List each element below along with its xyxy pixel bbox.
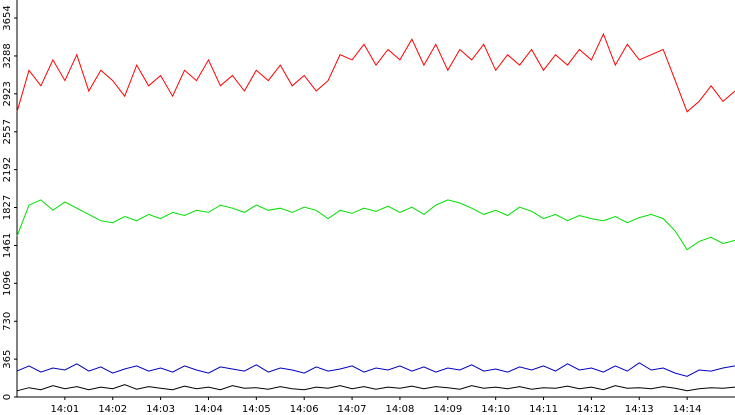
x-tick-label: 14:04: [194, 404, 223, 415]
series-line: [16, 362, 735, 377]
y-tick-label: 3654: [2, 5, 13, 30]
y-tick-label: 0: [2, 394, 13, 400]
x-tick-label: 14:09: [433, 404, 462, 415]
x-tick-label: 14:13: [625, 404, 654, 415]
x-tick-label: 14:08: [386, 404, 415, 415]
y-tick-label: 365: [2, 350, 13, 369]
x-tick-label: 14:11: [529, 404, 558, 415]
x-tick-label: 14:02: [98, 404, 127, 415]
x-tick-label: 14:14: [673, 404, 702, 415]
x-tick-label: 14:07: [338, 404, 367, 415]
x-tick-label: 14:03: [146, 404, 175, 415]
x-tick-label: 14:06: [290, 404, 319, 415]
x-tick-label: 14:10: [481, 404, 510, 415]
series-line: [16, 199, 735, 251]
y-tick-label: 2557: [2, 119, 13, 144]
y-tick-label: 1827: [2, 195, 13, 220]
y-tick-label: 1461: [2, 233, 13, 258]
x-tick-label: 14:05: [242, 404, 271, 415]
y-tick-label: 1096: [2, 271, 13, 296]
y-tick-label: 2192: [2, 157, 13, 182]
series-line: [16, 32, 735, 113]
y-tick-label: 2923: [2, 81, 13, 106]
x-tick-label: 14:01: [50, 404, 79, 415]
series-line: [16, 384, 735, 392]
y-tick-label: 3288: [2, 43, 13, 68]
y-tick-label: 730: [2, 312, 13, 331]
x-tick-label: 14:12: [577, 404, 606, 415]
